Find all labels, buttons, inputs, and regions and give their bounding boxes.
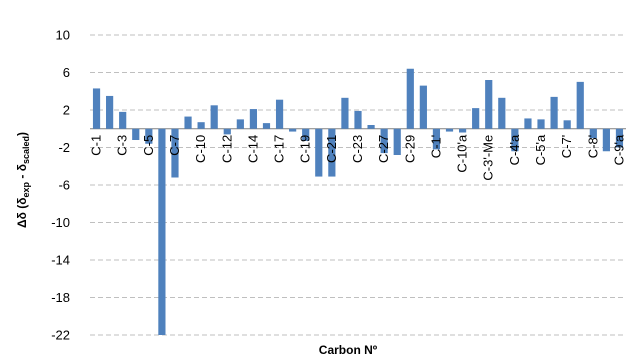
x-tick-label: C-3 [115,135,130,156]
y-tick-labels: 10 6 2 -2 -6 -10 -14 -18 -22 [51,28,70,343]
bar-C-3'-Me [485,80,493,129]
bar-C-19 [302,128,310,141]
bar-C-11 [210,105,218,129]
x-tick-label: C-5'a [533,134,548,165]
bar-C-1' [432,128,441,150]
x-tick-label: C-7' [559,135,574,158]
bar-C-24 [367,125,375,129]
bar-C-3' [472,108,480,129]
bar-series [92,68,624,335]
bar-C-8 [184,116,192,129]
bar-C-27 [380,128,388,154]
x-tick-label: C-29 [402,135,417,163]
bar-C-22 [341,97,349,129]
y-axis-title-mid: - δ [15,164,29,182]
bar-C-7' [563,120,571,129]
y-tick-label: 2 [63,103,70,118]
bar-C-29 [406,68,414,129]
bar-C-23 [354,110,362,129]
bar-C-5'a [537,119,545,129]
x-tick-label: C-4'a [507,134,522,165]
bar-C-4'a [511,128,519,152]
x-tick-labels: C-1 C-3 C-5 C-7 C-10 C-12 C-14 C-17 C-19 C-21 C-23… [89,134,627,181]
gridlines [90,34,626,336]
bar-C-4 [132,128,140,140]
bar-C-8' [589,128,597,139]
y-tick-label: -10 [51,215,70,230]
y-tick-label: -22 [51,328,70,343]
bar-C-12 [223,128,231,135]
bar-C-5' [524,118,532,129]
y-axis-title-end: ) [15,132,29,136]
x-tick-label: C-21 [324,135,339,163]
x-tick-label: C-14 [245,135,260,163]
bar-C-7 [171,128,179,178]
x-tick-label: C-10 [193,135,208,163]
bar-C-20 [315,128,323,177]
bar-C-21 [328,128,336,177]
bar-C-15 [262,123,271,129]
bar-C-9'a [615,128,624,148]
x-tick-label: C-8' [585,135,600,158]
bar-C-30 [419,85,427,129]
bar-C-28 [393,128,401,155]
x-tick-label: C-23 [350,135,365,163]
bar-C-6' [550,96,558,129]
y-tick-label: -6 [58,178,70,193]
x-tick-label: C-10'a [455,134,470,173]
y-axis-title-sub-scaled: scaled [21,136,31,164]
y-tick-label: -2 [58,140,70,155]
bar-C-1 [92,88,101,129]
bar-C-3 [119,111,127,129]
bar-C-5 [145,128,153,144]
bar-C-6 [158,128,166,335]
x-tick-label: C-5 [141,135,156,156]
x-tick-label: C-27 [376,135,391,163]
x-tick-label: C-3'-Me [481,135,496,181]
bar-C-4' [498,97,506,129]
y-tick-label: 10 [56,28,70,43]
bar-C-17 [275,99,284,129]
y-tick-label: -18 [51,290,70,305]
bar-C-13 [236,119,244,129]
bar-C-2' [445,128,454,132]
x-tick-label: C-1 [89,135,104,156]
x-axis-title: Carbon Nº [319,343,378,357]
x-tick-label: C-9'a [611,134,626,165]
y-tick-label: -14 [51,253,70,268]
y-tick-label: 6 [63,65,70,80]
y-axis-title-sub-exp: exp [21,181,31,197]
bar-C-10 [197,122,205,129]
x-tick-label: C-1' [428,135,443,158]
bar-C-2 [106,95,114,129]
bar-C-10'a [458,128,467,133]
x-tick-label: C-12 [219,135,234,163]
x-tick-label: C-17 [272,135,287,163]
x-tick-label: C-19 [298,135,313,163]
bar-C-14 [249,109,258,129]
bar-C-9' [602,128,610,152]
y-axis-title: Δδ (δexp - δscaled) [15,132,31,228]
x-tick-label: C-7 [167,135,182,156]
bar-C-7'a [576,81,584,129]
bar-C-18 [289,128,297,132]
y-axis-title-main: Δδ (δ [15,197,29,228]
